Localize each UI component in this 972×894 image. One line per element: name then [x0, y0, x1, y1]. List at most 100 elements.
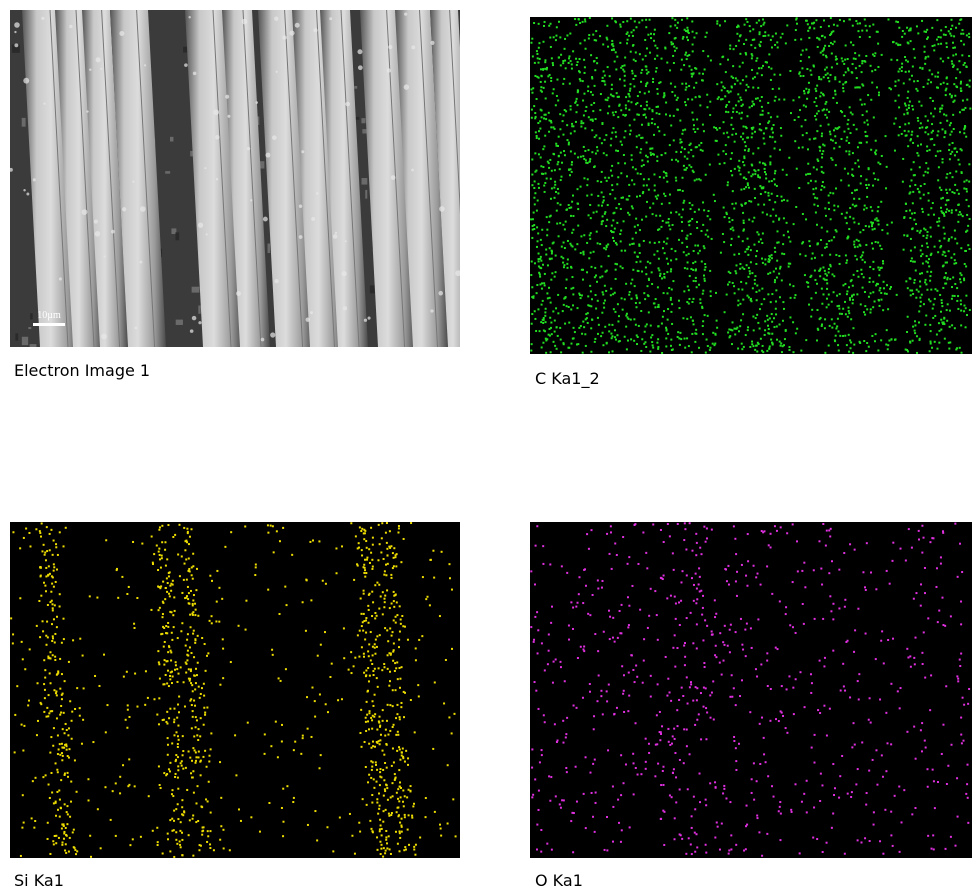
- dot: [595, 274, 597, 276]
- dot: [602, 215, 604, 217]
- dot: [761, 67, 763, 69]
- dot: [398, 800, 400, 802]
- debris: [69, 25, 72, 28]
- dot: [159, 607, 161, 609]
- dot: [921, 208, 923, 210]
- dot: [905, 210, 907, 212]
- debris: [198, 321, 201, 324]
- dot: [385, 729, 387, 731]
- dot: [115, 835, 117, 837]
- dot: [928, 265, 930, 267]
- dot: [20, 855, 22, 857]
- dot: [658, 82, 660, 84]
- dot: [553, 88, 555, 90]
- dot: [762, 18, 764, 20]
- dot: [886, 224, 888, 226]
- dot: [957, 295, 959, 297]
- dot: [771, 293, 773, 295]
- dot: [429, 559, 431, 561]
- dot: [830, 74, 832, 76]
- dot: [931, 132, 933, 134]
- dot: [162, 683, 164, 685]
- dot: [822, 35, 824, 37]
- dot: [864, 837, 866, 839]
- dot: [865, 25, 867, 27]
- dot: [775, 96, 777, 98]
- dot: [652, 153, 654, 155]
- dot: [10, 617, 12, 619]
- dot: [798, 116, 800, 118]
- dot: [957, 308, 959, 310]
- dot: [741, 348, 743, 350]
- dot: [901, 66, 903, 68]
- dot: [393, 557, 395, 559]
- dot: [54, 835, 56, 837]
- dot: [603, 199, 605, 201]
- dot: [404, 626, 406, 628]
- dot: [561, 246, 563, 248]
- dot: [388, 835, 390, 837]
- dot: [948, 238, 950, 240]
- dot: [837, 305, 839, 307]
- dot: [807, 286, 809, 288]
- dot: [447, 764, 449, 766]
- dot: [803, 562, 805, 564]
- dot: [570, 150, 572, 152]
- dot: [542, 68, 544, 70]
- dot: [639, 195, 641, 197]
- dot: [927, 36, 929, 38]
- dot: [179, 830, 181, 832]
- dot: [682, 129, 684, 131]
- dot: [629, 90, 631, 92]
- dot: [820, 78, 822, 80]
- dot: [952, 142, 954, 144]
- dot: [856, 293, 858, 295]
- texture: [361, 178, 367, 185]
- debris: [215, 135, 219, 139]
- dot: [762, 187, 764, 189]
- dot: [656, 47, 658, 49]
- dot: [816, 37, 818, 39]
- dot: [584, 20, 586, 22]
- dot: [677, 336, 679, 338]
- dot: [925, 279, 927, 281]
- dot: [294, 741, 296, 743]
- dot: [945, 211, 947, 213]
- dot: [651, 271, 653, 273]
- dot: [740, 319, 742, 321]
- dot: [959, 272, 961, 274]
- dot: [61, 673, 63, 675]
- dot: [876, 784, 878, 786]
- dot: [824, 145, 826, 147]
- dot: [721, 89, 723, 91]
- dot: [732, 128, 734, 130]
- dot: [669, 69, 671, 71]
- debris: [345, 240, 347, 242]
- dot: [858, 698, 860, 700]
- debris: [295, 23, 300, 28]
- dot: [628, 35, 630, 37]
- dot: [58, 748, 60, 750]
- dot: [106, 704, 108, 706]
- dot: [859, 36, 861, 38]
- dot: [47, 575, 49, 577]
- dot: [680, 338, 682, 340]
- dot: [839, 263, 841, 265]
- dot: [595, 294, 597, 296]
- dot: [580, 252, 582, 254]
- dot: [293, 797, 295, 799]
- dot: [758, 19, 760, 21]
- dot: [668, 32, 670, 34]
- dot: [942, 128, 944, 130]
- dot: [899, 126, 901, 128]
- dot: [861, 254, 863, 256]
- dot: [547, 297, 549, 299]
- dot: [807, 148, 809, 150]
- dot: [195, 716, 197, 718]
- debris: [94, 220, 98, 224]
- dot: [76, 850, 78, 852]
- dot: [612, 112, 614, 114]
- dot: [742, 240, 744, 242]
- dot: [933, 115, 935, 117]
- dot: [173, 734, 175, 736]
